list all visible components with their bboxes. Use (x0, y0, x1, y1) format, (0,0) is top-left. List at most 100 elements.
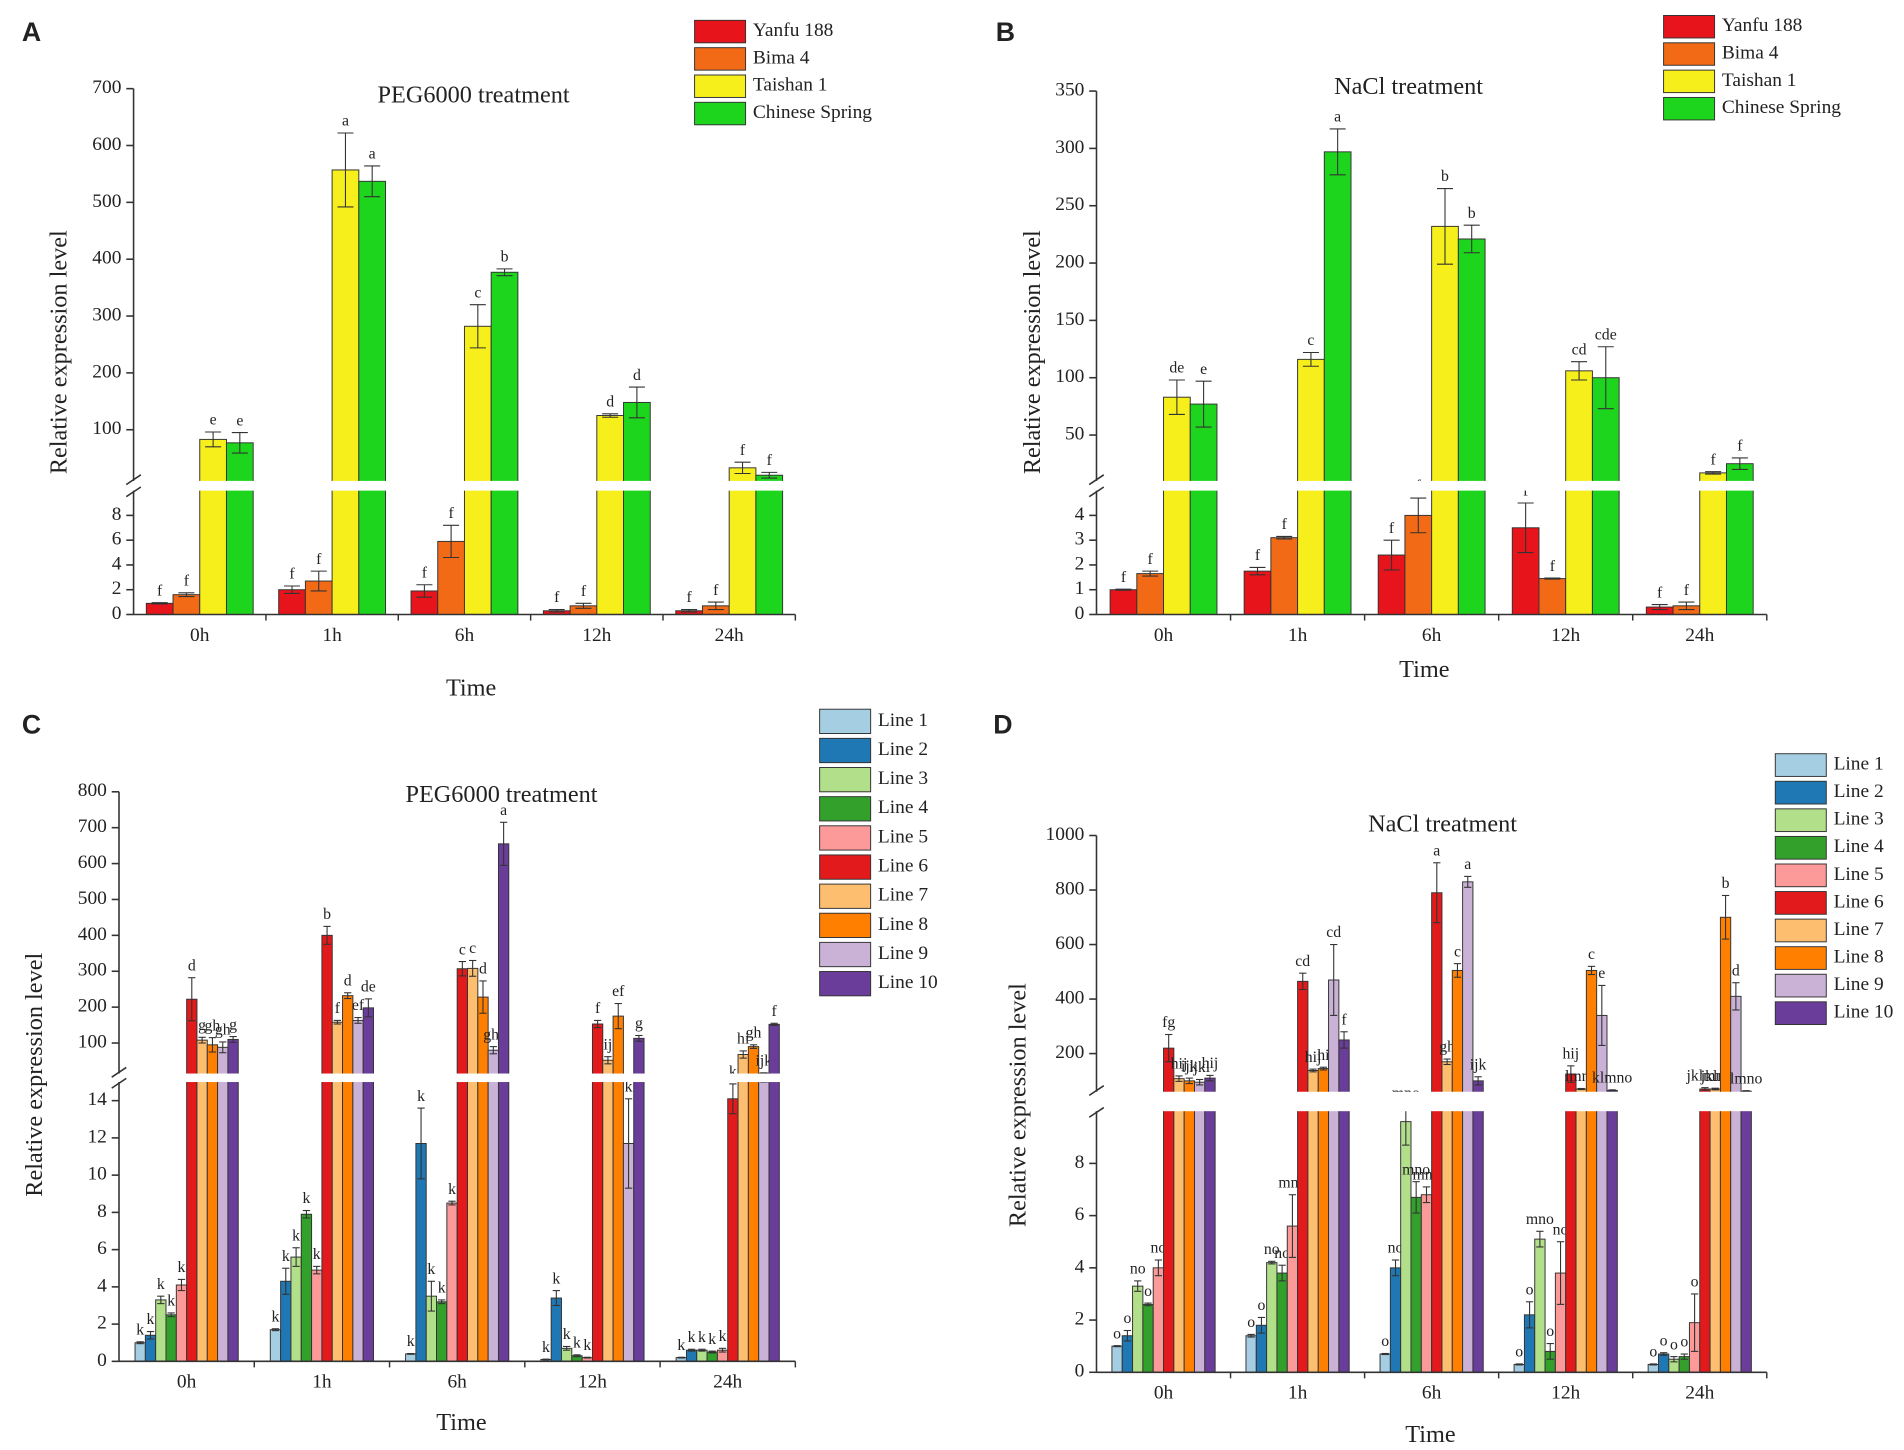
error-bar (1649, 1363, 1657, 1366)
significance-letter: f (740, 442, 746, 459)
break-mark (111, 1077, 127, 1089)
bar (1699, 1088, 1711, 1373)
significance-letter: a (500, 802, 507, 819)
error-bar (337, 132, 354, 208)
x-tick-label: 6h (455, 625, 475, 646)
error-bar (271, 1328, 280, 1332)
significance-letter: b (501, 249, 509, 266)
bar (685, 1349, 698, 1362)
significance-letter: mno (1526, 1211, 1554, 1228)
y-tick-label: 8 (112, 504, 122, 525)
error-bar (354, 1016, 362, 1024)
significance-letter: f (316, 551, 322, 568)
y-tick-label: 0 (1075, 1361, 1085, 1382)
error-bar (407, 1352, 415, 1355)
chart-title: PEG6000 treatment (405, 781, 597, 808)
y-tick-label: 100 (92, 418, 121, 439)
x-tick-label: 12h (582, 625, 611, 646)
y-tick-label: 100 (78, 1031, 107, 1052)
error-bar (583, 1356, 591, 1359)
significance-letter: k (147, 1311, 155, 1328)
legend-swatch (1774, 891, 1827, 915)
error-bar (284, 585, 301, 594)
error-bar (1340, 1031, 1348, 1049)
bar (1565, 370, 1593, 615)
significance-letter: d (1732, 962, 1740, 979)
y-axis-label: Relative expression level (1019, 230, 1046, 474)
bar (269, 1329, 282, 1362)
bar (1204, 1077, 1216, 1373)
panel-label: B (996, 17, 1015, 47)
significance-letter: f (1148, 551, 1154, 568)
legend-swatch (1774, 1001, 1827, 1026)
bar (352, 1019, 364, 1362)
error-bar (1598, 984, 1606, 1046)
bar (186, 998, 198, 1362)
error-bar (1567, 1065, 1575, 1083)
axis-break-gap (104, 1073, 798, 1083)
bar (463, 325, 492, 615)
bar (1431, 225, 1459, 615)
bar (134, 1342, 146, 1362)
y-tick-label: 600 (1055, 933, 1084, 954)
bar (145, 602, 174, 615)
y-tick-label: 300 (92, 304, 121, 325)
error-bar (1464, 875, 1472, 888)
significance-letter: f (581, 583, 587, 600)
bar (550, 1297, 562, 1362)
significance-letter: k (708, 1331, 716, 1348)
significance-letter: ijk (756, 1053, 773, 1070)
y-tick-label: 3 (1075, 529, 1085, 550)
legend-swatch (694, 47, 747, 71)
bar (1457, 238, 1486, 615)
error-bar (1546, 1343, 1554, 1360)
bar (1699, 472, 1727, 615)
error-bar (416, 584, 433, 598)
bar (602, 1059, 614, 1362)
legend-label: Chinese Spring (753, 102, 872, 123)
break-mark (1088, 1085, 1105, 1097)
error-bar (208, 1037, 217, 1053)
axis-break-gap (119, 480, 798, 491)
error-bar (698, 1348, 706, 1352)
bar (728, 467, 757, 615)
y-tick-label: 2 (112, 578, 122, 599)
significance-letter: f (1121, 569, 1127, 586)
y-tick-label: 200 (78, 996, 107, 1017)
significance-letter: k (167, 1293, 175, 1310)
error-bar (624, 1098, 633, 1189)
significance-letter: gh (746, 1025, 762, 1042)
error-bar (1329, 128, 1346, 176)
bar (362, 1007, 375, 1362)
error-bar (1268, 1260, 1276, 1265)
x-tick-label: 1h (1288, 625, 1308, 646)
error-bar (344, 992, 352, 1000)
bar (1431, 892, 1443, 1373)
bar (1109, 589, 1138, 615)
significance-letter: c (1588, 946, 1595, 963)
panel-label: D (993, 709, 1012, 739)
y-tick-label: 2 (1075, 553, 1085, 574)
significance-letter: d (606, 394, 614, 411)
y-tick-label: 1 (1075, 578, 1085, 599)
bar (1575, 1088, 1587, 1373)
legend-swatch (1774, 973, 1827, 998)
significance-letter: f (1550, 558, 1556, 575)
error-bar (1651, 604, 1668, 611)
error-bar (1175, 1075, 1183, 1082)
significance-letter: g (198, 1017, 206, 1034)
error-bar (1742, 1090, 1750, 1093)
error-bar (573, 1354, 581, 1358)
bar (1389, 1267, 1402, 1373)
error-bar (1113, 1345, 1121, 1348)
error-bar (178, 592, 195, 598)
error-bar (1302, 351, 1319, 367)
x-tick-label: 6h (1422, 1383, 1442, 1404)
y-tick-label: 700 (92, 77, 121, 98)
significance-letter: d (479, 961, 487, 978)
axis-break-gap (1081, 1091, 1770, 1112)
significance-letter: hij (1171, 1056, 1188, 1073)
legend-label: Line 3 (1834, 809, 1884, 830)
significance-letter: k (417, 1088, 425, 1105)
y-tick-label: 4 (1075, 1256, 1085, 1277)
